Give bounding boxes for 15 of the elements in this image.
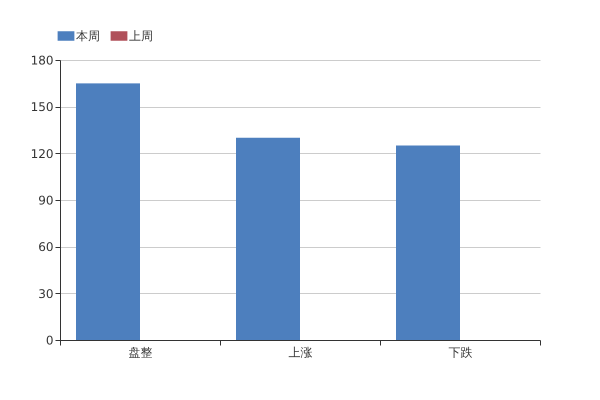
x-tick-label: 盘整 [128,346,152,360]
bar [76,83,140,340]
y-tick-label: 150 [30,100,54,114]
y-tick-label: 90 [38,194,54,208]
y-tick-label: 180 [30,54,54,68]
legend-label: 本周 [76,29,100,43]
bar [236,138,300,340]
y-tick-label: 0 [46,334,54,348]
y-tick-label: 60 [38,240,54,254]
y-tick-label: 120 [30,146,54,161]
x-tick-label: 上涨 [288,346,312,360]
legend-label: 上周 [129,29,153,43]
y-tick-label: 30 [38,286,54,301]
bar [396,146,460,340]
x-tick-label: 下跌 [448,346,472,360]
